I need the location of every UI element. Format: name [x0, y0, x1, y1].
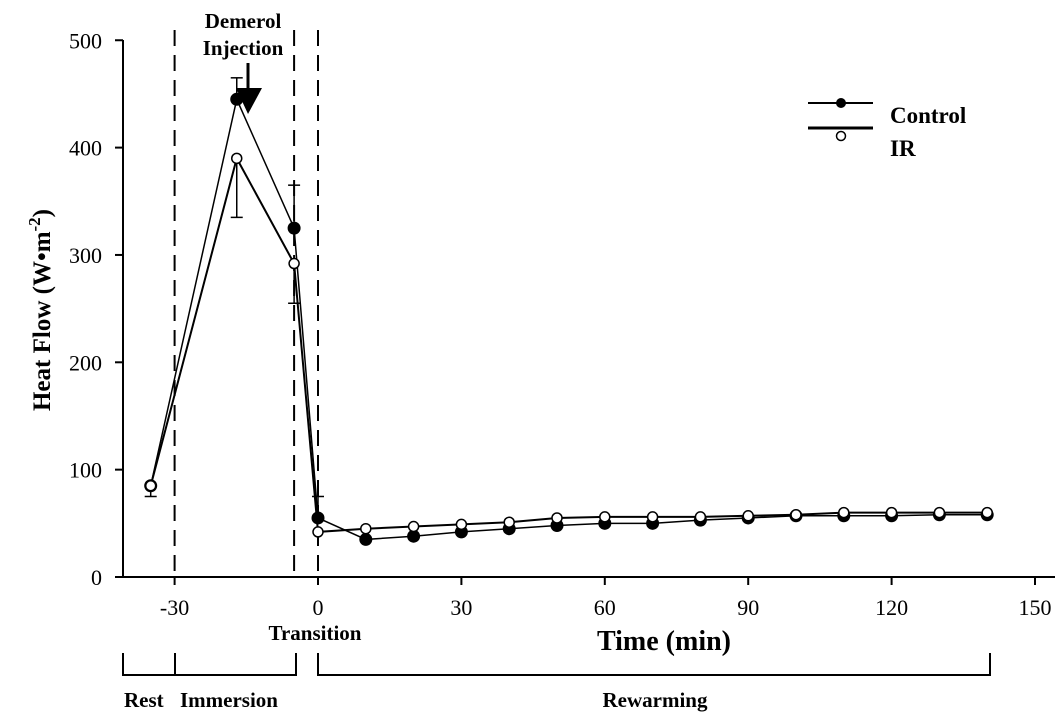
data-point-ir [455, 518, 468, 531]
data-point-ir [144, 480, 157, 492]
x-tick-label: 90 [737, 595, 759, 620]
y-tick-label: 500 [69, 28, 102, 53]
data-point-control [359, 532, 373, 546]
legend: Control IR [808, 98, 966, 161]
data-point-ir [694, 511, 707, 523]
y-tick-label: 200 [69, 350, 102, 375]
data-point-ir [360, 522, 372, 535]
x-tick-label: 60 [594, 595, 616, 620]
legend-item-ir: IR [808, 126, 916, 161]
data-point-ir [790, 508, 802, 521]
data-point-ir [551, 512, 563, 524]
y-tick-label: 100 [69, 458, 102, 483]
phase-label-transition: Transition [269, 621, 362, 645]
series-points [144, 92, 994, 546]
phase-label-immersion: Immersion [180, 688, 278, 712]
data-point-ir [407, 520, 420, 533]
x-ticks: -30 0 30 60 90 120 150 [160, 577, 1052, 620]
data-point-ir [312, 526, 324, 538]
data-point-ir [599, 511, 611, 523]
y-ticks: 0 100 200 300 400 500 [69, 28, 123, 590]
data-point-ir [646, 511, 659, 523]
x-axis-label: Time (min) [597, 626, 731, 657]
series-line-control [149, 96, 988, 541]
annotation-line-2: Injection [203, 36, 284, 60]
annotation-line-1: Demerol [205, 9, 282, 33]
y-tick-label: 0 [91, 565, 102, 590]
x-tick-label: 150 [1019, 595, 1052, 620]
y-tick-label: 300 [69, 243, 102, 268]
rest-immersion-bracket [122, 653, 297, 676]
annotation-arrow-icon [236, 63, 262, 114]
phase-label-rest: Rest [124, 688, 164, 712]
series-line-ir [149, 155, 988, 533]
data-point-control [311, 511, 325, 525]
data-point-control [287, 221, 301, 235]
phase-label-rewarming: Rewarming [603, 688, 708, 712]
data-point-ir [981, 506, 993, 519]
legend-label-control: Control [890, 103, 966, 128]
data-point-ir [288, 257, 300, 270]
data-point-ir [933, 506, 946, 519]
y-tick-label: 400 [69, 136, 102, 161]
data-point-ir [503, 516, 515, 529]
axes [122, 40, 1055, 578]
legend-label-ir: IR [890, 136, 916, 161]
x-tick-label: 30 [450, 595, 472, 620]
legend-item-control: Control [808, 98, 966, 128]
x-tick-label: 0 [313, 595, 324, 620]
data-point-ir [838, 506, 850, 519]
x-tick-label: 120 [875, 595, 908, 620]
data-point-ir [885, 506, 898, 519]
data-point-ir [742, 510, 754, 522]
y-axis-label: Heat Flow (W•m-2) [25, 209, 56, 411]
x-tick-label: -30 [160, 595, 189, 620]
phase-dashed-lines [173, 30, 319, 577]
data-point-ir [230, 152, 243, 165]
demerol-annotation: Demerol Injection [203, 9, 284, 114]
rewarming-bracket [317, 653, 991, 676]
phase-brackets: Rest Immersion Transition Rewarming [122, 621, 991, 712]
series-lines [149, 96, 988, 541]
